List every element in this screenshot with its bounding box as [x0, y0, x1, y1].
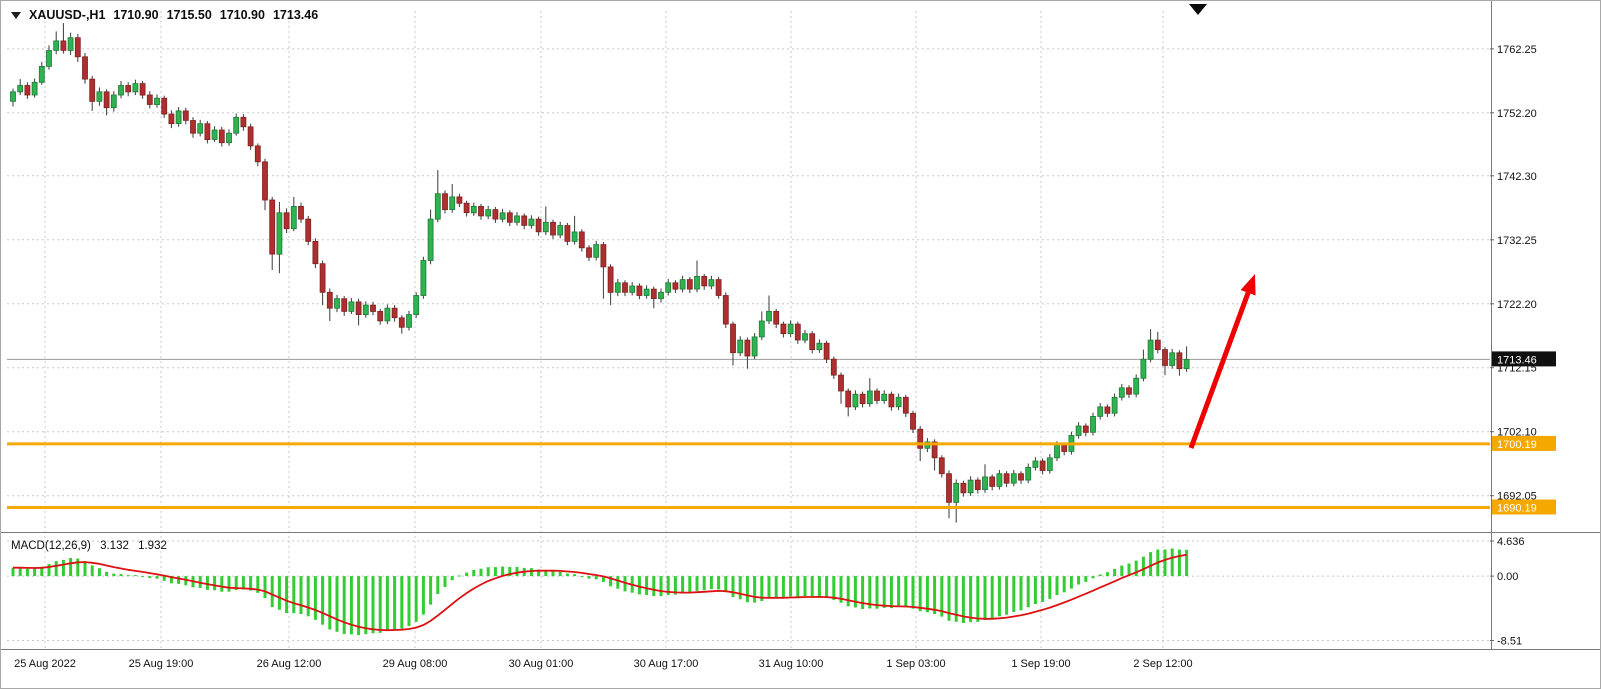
trend-arrow-annotation[interactable] — [1188, 291, 1251, 449]
price-tick-label: 1732.25 — [1497, 235, 1537, 247]
low-value: 1710.90 — [219, 8, 265, 22]
macd-tick-label: 4.636 — [1497, 536, 1525, 548]
time-tick-label: 31 Aug 10:00 — [759, 658, 824, 670]
grid-layer — [7, 11, 1490, 649]
macd-signal-value: 1.932 — [138, 540, 167, 552]
price-axis[interactable]: 1762.251752.201742.301732.251722.201712.… — [1490, 44, 1537, 648]
candles-layer — [10, 23, 1190, 523]
price-tick-label: 1762.25 — [1497, 44, 1537, 56]
price-tick-label: 1702.10 — [1497, 427, 1537, 439]
time-tick-label: 2 Sep 12:00 — [1133, 658, 1192, 670]
time-tick-label: 1 Sep 19:00 — [1011, 658, 1070, 670]
symbol-timeframe-label: XAUUSD-,H1 — [29, 8, 106, 22]
level-price-tag-text: 1700.19 — [1497, 439, 1537, 451]
time-tick-label: 29 Aug 08:00 — [383, 658, 448, 670]
open-value: 1710.90 — [113, 8, 159, 22]
macd-indicator-label: MACD(12,26,9) 3.132 1.932 — [11, 540, 173, 552]
time-tick-label: 25 Aug 2022 — [14, 658, 76, 670]
current-price-tag-text: 1713.46 — [1497, 354, 1537, 366]
macd-tick-label: -8.51 — [1497, 636, 1522, 648]
macd-main-value: 3.132 — [100, 540, 129, 552]
collapse-triangle-icon[interactable] — [1189, 4, 1207, 15]
time-tick-label: 30 Aug 01:00 — [509, 658, 574, 670]
time-tick-label: 25 Aug 19:00 — [129, 658, 194, 670]
price-tick-label: 1752.20 — [1497, 108, 1537, 120]
high-value: 1715.50 — [166, 8, 212, 22]
time-tick-label: 1 Sep 03:00 — [886, 658, 945, 670]
trend-arrow-head[interactable] — [1240, 274, 1256, 296]
time-axis[interactable]: 25 Aug 2022 25 Aug 19:00 26 Aug 12:00 29 Au… — [14, 658, 1193, 670]
time-tick-label: 26 Aug 12:00 — [257, 658, 322, 670]
level-price-tag — [1492, 499, 1556, 515]
macd-histogram — [11, 548, 1189, 636]
level-price-tag — [1492, 435, 1556, 451]
price-tick-label: 1722.20 — [1497, 299, 1537, 311]
macd-tick-label: 0.00 — [1497, 571, 1518, 583]
macd-name: MACD(12,26,9) — [11, 540, 91, 552]
price-tick-label: 1742.30 — [1497, 171, 1537, 183]
time-tick-label: 30 Aug 17:00 — [634, 658, 699, 670]
level-price-tag-text: 1690.19 — [1497, 503, 1537, 515]
close-value: 1713.46 — [272, 8, 319, 22]
symbol-marker-triangle-icon[interactable] — [11, 11, 21, 19]
current-price-tag — [1492, 351, 1556, 367]
macd-signal-line — [13, 553, 1187, 632]
chart-ohlc-title: XAUUSD-,H1 1710.90 1715.50 1710.90 1713.… — [11, 8, 326, 22]
